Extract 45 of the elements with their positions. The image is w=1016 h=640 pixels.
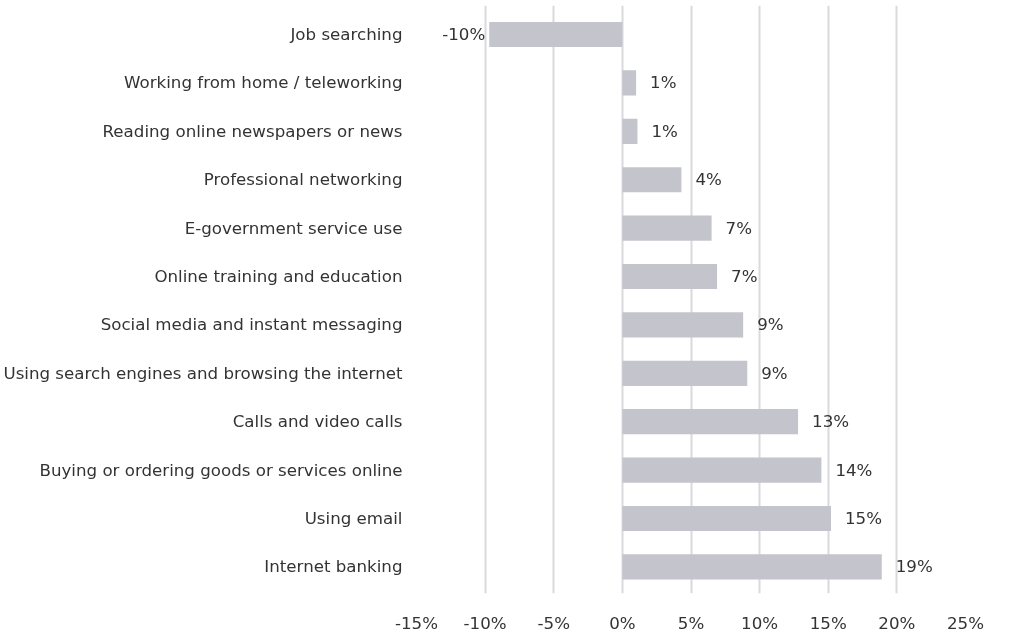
data-label: -10%	[442, 25, 486, 45]
x-tick-label: 5%	[677, 613, 705, 633]
y-tick-label: Reading online newspapers or news	[102, 121, 403, 141]
y-tick-label: Professional networking	[203, 170, 403, 190]
data-label: 7%	[731, 267, 758, 287]
x-tick-label: 25%	[946, 613, 985, 633]
data-label: 7%	[725, 218, 753, 238]
data-label: 1%	[650, 73, 677, 93]
bar	[622, 70, 637, 96]
y-tick-label: Using email	[304, 508, 403, 528]
data-label: 13%	[812, 412, 850, 432]
data-label: 14%	[835, 460, 873, 480]
x-tick-label: -5%	[537, 613, 570, 633]
x-tick-label: -15%	[394, 613, 439, 633]
bar	[622, 215, 712, 241]
y-tick-label: Using search engines and browsing the internet	[3, 363, 403, 383]
data-label: 1%	[651, 121, 678, 141]
y-tick-label: Internet banking	[264, 557, 403, 577]
bar	[489, 21, 623, 48]
bar	[622, 505, 831, 532]
y-tick-label: Online training and education	[154, 267, 403, 287]
y-tick-label: Working from home / teleworking	[124, 73, 403, 93]
y-tick-label: Social media and instant messaging	[100, 315, 403, 335]
bar	[622, 360, 748, 386]
bar	[622, 409, 799, 435]
data-label: 4%	[695, 170, 722, 190]
y-tick-label: E-government service use	[184, 218, 403, 238]
x-tick-label: 20%	[878, 613, 916, 633]
bar	[622, 312, 744, 338]
data-label: 15%	[844, 508, 883, 528]
y-tick-label: Job searching	[289, 25, 403, 45]
x-tick-label: 10%	[741, 613, 779, 633]
y-tick-label: Calls and video calls	[232, 412, 403, 432]
bar	[622, 554, 882, 580]
bar	[622, 118, 638, 144]
bar	[622, 263, 718, 290]
data-label: 9%	[761, 363, 788, 383]
x-tick-label: -10%	[463, 613, 507, 633]
bar	[622, 167, 682, 193]
y-tick-label: Buying or ordering goods or services online	[39, 460, 403, 480]
data-label: 9%	[757, 315, 784, 335]
x-tick-label: 0%	[609, 613, 636, 633]
bar	[622, 457, 822, 483]
x-tick-label: 15%	[809, 613, 847, 633]
data-label: 19%	[895, 557, 933, 577]
